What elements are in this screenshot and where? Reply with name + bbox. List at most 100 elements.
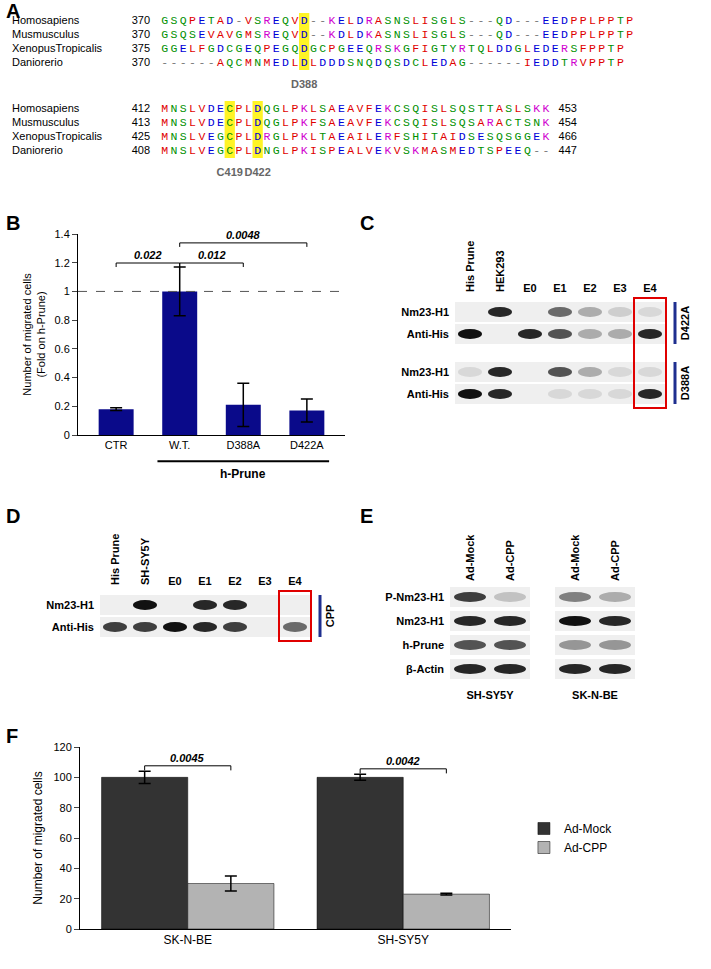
svg-text:D: D xyxy=(561,28,568,41)
svg-text:L: L xyxy=(291,56,298,69)
svg-text:L: L xyxy=(449,14,456,27)
svg-text:-: - xyxy=(533,144,540,157)
svg-text:Q: Q xyxy=(412,116,419,129)
svg-text:R: R xyxy=(263,130,270,143)
svg-text:370: 370 xyxy=(132,56,150,68)
svg-text:R: R xyxy=(375,42,382,55)
svg-text:K: K xyxy=(384,144,391,157)
svg-text:S: S xyxy=(403,102,410,115)
svg-text:L: L xyxy=(282,102,289,115)
svg-text:D388: D388 xyxy=(291,78,317,90)
svg-text:T: T xyxy=(440,42,447,55)
svg-text:E: E xyxy=(217,116,224,129)
svg-text:CPP: CPP xyxy=(324,605,336,628)
svg-text:P: P xyxy=(598,56,605,69)
svg-text:L: L xyxy=(282,144,289,157)
svg-text:D: D xyxy=(356,14,363,27)
svg-text:120: 120 xyxy=(53,741,71,753)
svg-text:Q: Q xyxy=(263,116,270,129)
svg-text:0.0042: 0.0042 xyxy=(386,755,420,767)
svg-text:S: S xyxy=(431,14,438,27)
svg-text:-: - xyxy=(236,14,243,27)
svg-text:S: S xyxy=(384,14,391,27)
svg-text:20: 20 xyxy=(60,893,72,905)
svg-text:A: A xyxy=(496,116,503,129)
svg-text:G: G xyxy=(338,42,345,55)
svg-text:E: E xyxy=(338,144,345,157)
svg-text:G: G xyxy=(236,28,243,41)
svg-text:D: D xyxy=(505,28,512,41)
svg-text:G: G xyxy=(282,42,289,55)
svg-text:S: S xyxy=(468,102,475,115)
svg-text:F: F xyxy=(198,42,205,55)
svg-text:N: N xyxy=(170,130,177,143)
svg-text:D: D xyxy=(254,102,261,115)
svg-text:M: M xyxy=(449,144,456,157)
svg-text:S: S xyxy=(403,28,410,41)
svg-text:D: D xyxy=(254,130,261,143)
svg-text:S: S xyxy=(170,14,177,27)
svg-text:L: L xyxy=(189,144,196,157)
svg-text:F: F xyxy=(394,130,401,143)
svg-text:D: D xyxy=(319,56,326,69)
svg-text:Nm23-H1: Nm23-H1 xyxy=(46,599,94,611)
svg-text:T: T xyxy=(319,130,326,143)
svg-text:M: M xyxy=(161,130,168,143)
svg-text:0.022: 0.022 xyxy=(134,249,162,261)
svg-text:S: S xyxy=(459,14,466,27)
svg-text:S: S xyxy=(431,28,438,41)
svg-text:Ad-Mock: Ad-Mock xyxy=(464,534,476,581)
svg-text:R: R xyxy=(366,14,373,27)
svg-text:A: A xyxy=(449,56,456,69)
svg-text:L: L xyxy=(189,102,196,115)
svg-text:P: P xyxy=(236,130,243,143)
svg-text:G: G xyxy=(515,130,522,143)
svg-text:-: - xyxy=(487,14,494,27)
svg-text:R: R xyxy=(570,56,577,69)
svg-text:E4: E4 xyxy=(643,282,657,294)
svg-text:G: G xyxy=(515,42,522,55)
svg-text:G: G xyxy=(273,102,280,115)
svg-text:I: I xyxy=(422,14,429,27)
svg-text:S: S xyxy=(170,28,177,41)
svg-text:80: 80 xyxy=(60,802,72,814)
svg-text:D: D xyxy=(505,42,512,55)
svg-text:E: E xyxy=(198,14,205,27)
svg-text:Q: Q xyxy=(282,14,289,27)
svg-text:-: - xyxy=(208,56,215,69)
svg-text:P-Nm23-H1: P-Nm23-H1 xyxy=(385,591,444,603)
svg-text:D: D xyxy=(301,56,308,69)
svg-text:Anti-His: Anti-His xyxy=(407,388,449,400)
svg-text:S: S xyxy=(505,102,512,115)
svg-text:F: F xyxy=(366,102,373,115)
svg-text:M: M xyxy=(245,28,252,41)
svg-text:-: - xyxy=(319,28,326,41)
svg-text:N: N xyxy=(170,102,177,115)
svg-text:Q: Q xyxy=(180,14,187,27)
svg-text:K: K xyxy=(384,102,391,115)
svg-text:HEK293: HEK293 xyxy=(494,250,506,292)
svg-text:V: V xyxy=(208,28,215,41)
svg-text:I: I xyxy=(310,144,317,157)
svg-text:D: D xyxy=(208,116,215,129)
svg-text:T: T xyxy=(608,56,615,69)
svg-text:V: V xyxy=(245,14,252,27)
svg-text:C: C xyxy=(319,42,326,55)
svg-text:P: P xyxy=(617,42,624,55)
svg-text:L: L xyxy=(449,28,456,41)
svg-text:E: E xyxy=(180,42,187,55)
svg-text:454: 454 xyxy=(559,116,577,128)
svg-text:Nm23-H1: Nm23-H1 xyxy=(401,306,449,318)
svg-text:-: - xyxy=(515,14,522,27)
svg-text:M: M xyxy=(161,102,168,115)
svg-text:S: S xyxy=(319,144,326,157)
svg-text:D: D xyxy=(338,28,345,41)
svg-text:P: P xyxy=(236,144,243,157)
svg-text:Q: Q xyxy=(459,102,466,115)
svg-text:S: S xyxy=(189,28,196,41)
svg-text:E: E xyxy=(217,102,224,115)
svg-text:-: - xyxy=(468,28,475,41)
svg-text:E: E xyxy=(245,42,252,55)
svg-text:P: P xyxy=(598,42,605,55)
svg-text:E: E xyxy=(198,28,205,41)
